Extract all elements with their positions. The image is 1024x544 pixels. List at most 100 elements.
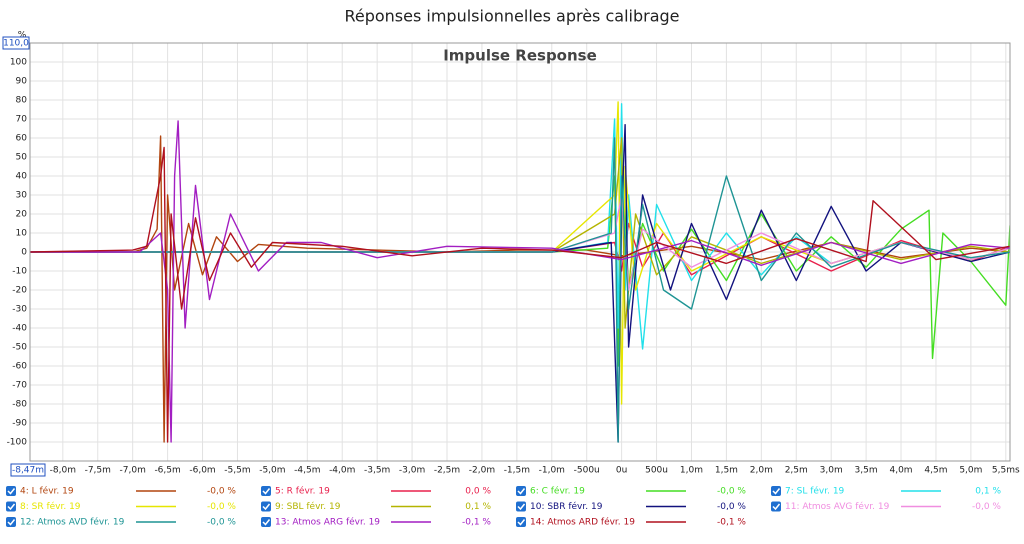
legend-checkbox[interactable] (6, 486, 16, 496)
checkbox-box[interactable] (261, 501, 271, 512)
y-tick-label: 70 (16, 115, 28, 125)
legend-value: 0,0 % (465, 487, 491, 497)
x-tick-label: -1,5m (504, 466, 530, 476)
legend-value: 0,1 % (975, 487, 1001, 497)
x-tick-label: -6,5m (154, 466, 180, 476)
legend-checkbox[interactable] (771, 486, 781, 496)
legend-value: -0,0 % (717, 502, 746, 512)
y-tick-label: -80 (12, 400, 27, 410)
checkbox-check[interactable] (772, 488, 781, 495)
checkbox-check[interactable] (262, 503, 271, 511)
legend-checkbox[interactable] (516, 501, 526, 512)
checkbox-box[interactable] (6, 486, 16, 496)
checkbox-check[interactable] (7, 519, 16, 526)
checkbox-check[interactable] (262, 488, 271, 495)
legend-name: 10: SBR févr. 19 (530, 501, 603, 512)
y-tick-label: -20 (12, 286, 27, 296)
series-line (30, 146, 1010, 443)
x-tick-label: -4,5m (294, 466, 320, 476)
legend-checkbox[interactable] (261, 486, 271, 496)
x-tick-label: -7,5m (85, 466, 111, 476)
y-tick-label: -10 (12, 267, 27, 277)
legend-name: 7: SL févr. 19 (785, 486, 845, 497)
checkbox-box[interactable] (6, 517, 16, 527)
x-tick-label: 500u (645, 466, 668, 476)
x-tick-label: -5,5m (224, 466, 250, 476)
checkbox-check[interactable] (7, 503, 16, 511)
checkbox-check[interactable] (772, 503, 781, 511)
legend-value: -0,0 % (207, 487, 236, 497)
chart-title: Réponses impulsionnelles après calibrage (344, 7, 679, 26)
legend-value: -0,1 % (462, 518, 491, 528)
y-tick-label: -90 (12, 419, 27, 429)
x-tick-label: -4,0m (329, 466, 355, 476)
y-tick-label: 0 (21, 248, 27, 258)
y-tick-label: -50 (12, 343, 27, 353)
checkbox-box[interactable] (261, 486, 271, 496)
y-limit-box (2, 36, 30, 50)
checkbox-box[interactable] (516, 486, 526, 496)
y-tick-label: 90 (16, 77, 28, 87)
legend: 4: L févr. 19 -0,0 % 5: R févr. 19 0,0 % 6: … (6, 486, 1001, 528)
legend-checkbox[interactable] (6, 517, 16, 527)
y-tick-label: -30 (12, 305, 27, 315)
x-tick-label: -7,0m (120, 466, 146, 476)
x-tick-label: -2,0m (469, 466, 495, 476)
legend-value: -0,0 % (972, 502, 1001, 512)
y-tick-label: 10 (16, 229, 28, 239)
legend-checkbox[interactable] (261, 501, 271, 512)
x-tick-label: -1,0m (539, 466, 565, 476)
legend-checkbox[interactable] (771, 501, 781, 512)
checkbox-box[interactable] (516, 501, 526, 512)
x-tick-label: 0u (616, 466, 627, 476)
checkbox-box[interactable] (771, 486, 781, 496)
checkbox-box[interactable] (6, 501, 16, 512)
x-tick-label: -3,0m (399, 466, 425, 476)
checkbox-box[interactable] (516, 517, 526, 527)
x-tick-label: 3,5m (855, 466, 878, 476)
series-line (30, 137, 1010, 329)
y-axis-label: % (18, 31, 27, 41)
legend-checkbox[interactable] (516, 486, 526, 496)
legend-value: -0,0 % (207, 518, 236, 528)
x-limit-box (10, 463, 46, 477)
legend-checkbox[interactable] (6, 501, 16, 512)
series-line (30, 137, 1010, 443)
x-tick-label: 1,5m (715, 466, 738, 476)
x-tick-label: -6,0m (189, 466, 215, 476)
x-tick-label: -5,0m (259, 466, 285, 476)
legend-name: 8: SR févr. 19 (20, 501, 81, 512)
chart-subtitle: Impulse Response (443, 47, 597, 65)
legend-name: 14: Atmos ARD févr. 19 (530, 517, 635, 528)
checkbox-check[interactable] (7, 488, 16, 495)
legend-name: 12: Atmos AVD févr. 19 (20, 517, 125, 528)
legend-value: 0,1 % (465, 502, 491, 512)
y-tick-label: -100 (7, 438, 28, 448)
legend-name: 6: C févr. 19 (530, 486, 585, 497)
x-tick-label: 4,5m (924, 466, 947, 476)
legend-checkbox[interactable] (516, 517, 526, 527)
series-line (30, 124, 1010, 443)
legend-checkbox[interactable] (261, 517, 271, 527)
y-tick-label: 20 (16, 210, 28, 220)
y-tick-label: -60 (12, 362, 27, 372)
legend-value: -0,1 % (717, 518, 746, 528)
x-tick-label: 2,0m (750, 466, 773, 476)
checkbox-check[interactable] (262, 519, 271, 526)
y-tick-label: 40 (16, 172, 28, 182)
checkbox-check[interactable] (517, 519, 526, 526)
y-tick-label: 80 (16, 96, 28, 106)
checkbox-check[interactable] (517, 488, 526, 495)
checkbox-box[interactable] (261, 517, 271, 527)
y-tick-label: 100 (10, 58, 27, 68)
x-tick-label: 5,0m (959, 466, 982, 476)
y-tick-label: -40 (12, 324, 27, 334)
legend-name: 5: R févr. 19 (275, 486, 330, 497)
x-tick-label: -8,0m (50, 466, 76, 476)
y-tick-label: -70 (12, 381, 27, 391)
checkbox-box[interactable] (771, 501, 781, 512)
y-tick-label: 30 (16, 191, 28, 201)
checkbox-check[interactable] (517, 503, 526, 511)
